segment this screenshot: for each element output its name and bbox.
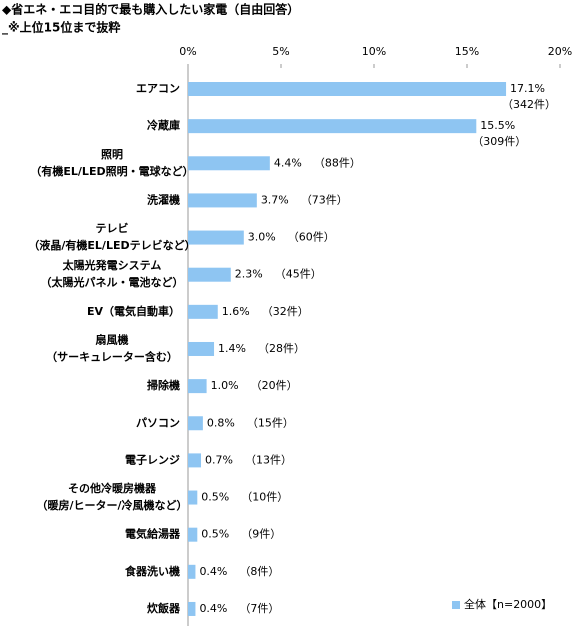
count-label: （10件） [241,491,288,504]
bar [188,416,203,431]
count-label: （28件） [258,342,305,355]
y-tick-label: 電気給湯器 [125,527,181,541]
bar [188,230,244,245]
bar [188,119,477,134]
y-tick-label: その他冷暖房機器 [68,481,157,495]
count-label: （7件） [239,602,279,615]
count-label: （342件） [502,98,556,111]
value-label: 15.5% [480,119,515,132]
x-tick-label: 20% [548,45,572,58]
count-label: （45件） [275,268,322,281]
count-label: （73件） [301,193,348,206]
y-tick-label: 扇風機 [96,332,129,346]
value-label: 0.4% [199,565,227,578]
value-label: 0.5% [201,528,229,541]
bar [188,82,507,96]
x-tick-label: 15% [455,45,479,58]
count-label: （32件） [262,305,309,318]
y-tick-label: 洗濯機 [147,192,180,206]
value-label: 0.8% [207,416,235,429]
y-tick-label: 太陽光発電システム [62,258,162,272]
chart-subtitle: _※上位15位まで抜粋 [2,20,120,36]
x-tick-label: 0% [179,45,196,58]
y-tick-label: （暖房/ヒーター/冷風機など） [36,498,187,512]
bar [188,453,202,468]
bar [188,304,218,319]
count-label: （13件） [245,453,292,466]
value-label: 3.7% [261,193,289,206]
y-tick-label: （有機EL/LED照明・電球など） [30,164,193,178]
value-label: 1.6% [222,305,250,318]
bar [188,193,257,208]
y-tick-label: 炊飯器 [147,601,181,615]
x-tick-label: 5% [272,45,289,58]
y-tick-label: エアコン [136,82,180,95]
count-label: （20件） [251,379,298,392]
legend-swatch [452,601,460,609]
count-label: （309件） [472,135,526,148]
count-label: （15件） [247,416,294,429]
y-tick-label: テレビ [96,221,129,235]
y-tick-label: 電子レンジ [125,453,180,466]
value-label: 0.5% [201,491,229,504]
bar [188,564,196,579]
bar [188,156,270,171]
y-tick-label: EV（電気自動車） [87,304,180,318]
bar [188,379,207,394]
y-tick-label: 照明 [101,148,123,161]
chart-title: ◆省エネ・エコ目的で最も購入したい家電（自由回答） [2,2,299,17]
legend-label: 全体【n=2000】 [464,597,552,611]
y-tick-label: 食器洗い機 [125,564,180,578]
value-label: 1.4% [218,342,246,355]
bar [188,490,198,505]
bar [188,341,215,356]
bar [188,601,196,616]
y-tick-label: （液晶/有機EL/LEDテレビなど） [28,238,195,252]
bar [188,267,231,282]
value-label: 2.3% [235,268,263,281]
count-label: （60件） [288,231,335,244]
value-label: 17.1% [510,82,545,95]
value-label: 1.0% [211,379,239,392]
value-label: 0.7% [205,453,233,466]
y-tick-label: （サーキュレーター含む） [46,349,178,363]
y-tick-label: 冷蔵庫 [147,118,180,132]
value-label: 0.4% [199,602,227,615]
count-label: （88件） [314,156,361,169]
count-label: （9件） [241,528,281,541]
bar [188,527,198,542]
y-tick-label: 掃除機 [147,378,180,392]
value-label: 3.0% [248,231,276,244]
x-tick-label: 10% [362,45,386,58]
count-label: （8件） [239,565,279,578]
y-tick-label: パソコン [136,416,180,429]
value-label: 4.4% [274,156,302,169]
y-tick-label: （太陽光パネル・電池など） [41,275,184,289]
